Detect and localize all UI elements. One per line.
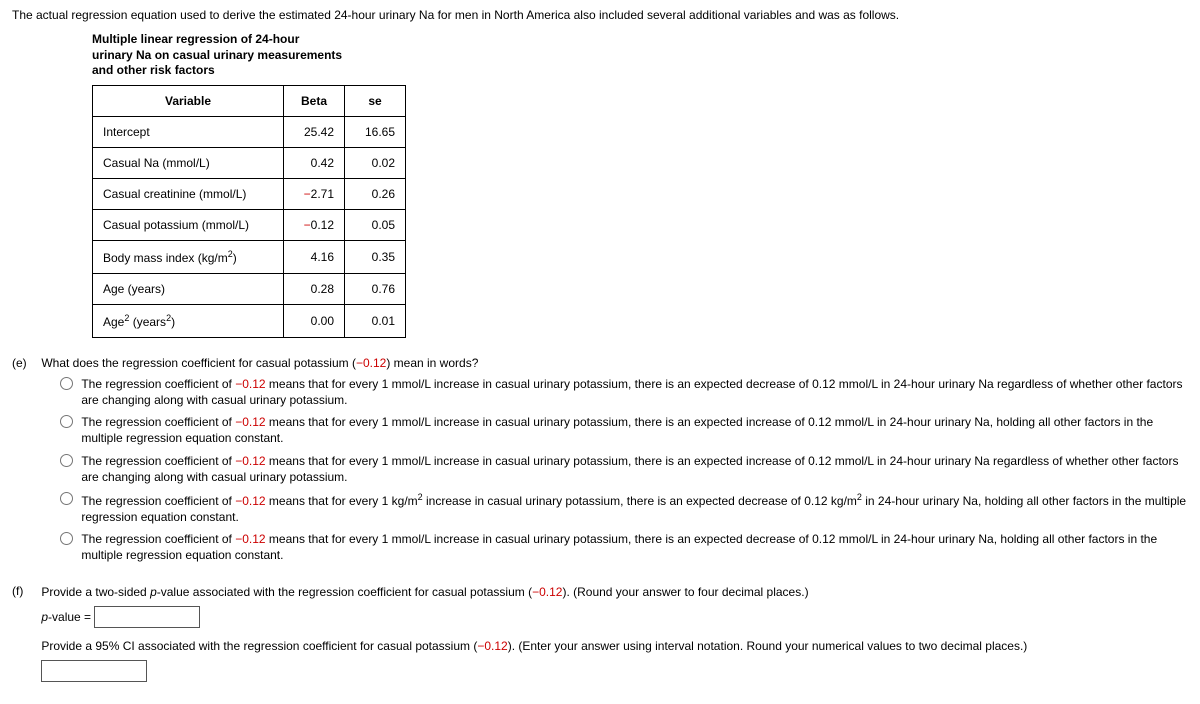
table-row: Age (years)0.280.76 xyxy=(93,273,406,304)
cell-se: 0.76 xyxy=(345,273,406,304)
option-text: The regression coefficient of −0.12 mean… xyxy=(81,414,1187,446)
p-value-line: p-value = xyxy=(41,606,1187,628)
cell-se: 0.02 xyxy=(345,147,406,178)
option-text: The regression coefficient of −0.12 mean… xyxy=(81,376,1187,408)
radio-input[interactable] xyxy=(60,454,73,467)
qe-prompt-post: ) mean in words? xyxy=(386,356,478,370)
option-text: The regression coefficient of −0.12 mean… xyxy=(81,491,1187,525)
table-title: Multiple linear regression of 24-hour ur… xyxy=(92,32,1188,79)
question-e: (e) What does the regression coefficient… xyxy=(12,356,1188,570)
intro-paragraph: The actual regression equation used to d… xyxy=(12,8,1188,22)
cell-variable: Body mass index (kg/m2) xyxy=(93,240,284,273)
question-f-prompt: Provide a two-sided p-value associated w… xyxy=(41,584,1187,600)
question-e-label: (e) xyxy=(12,356,38,370)
table-row: Intercept25.4216.65 xyxy=(93,116,406,147)
qf-prompt-pitalic: p xyxy=(150,585,157,599)
qf-prompt-pre: Provide a two-sided xyxy=(41,585,150,599)
radio-input[interactable] xyxy=(60,377,73,390)
p-value-input[interactable] xyxy=(94,606,200,628)
option-text: The regression coefficient of −0.12 mean… xyxy=(81,453,1187,485)
regression-table: Variable Beta se Intercept25.4216.65Casu… xyxy=(92,85,406,338)
cell-se: 0.05 xyxy=(345,209,406,240)
cell-se: 0.35 xyxy=(345,240,406,273)
cell-beta: −0.12 xyxy=(284,209,345,240)
ci-prompt: Provide a 95% CI associated with the reg… xyxy=(41,638,1187,654)
cell-beta: 0.28 xyxy=(284,273,345,304)
p-value-label-rest: -value = xyxy=(48,610,91,624)
table-title-line-3: and other risk factors xyxy=(92,63,215,77)
radio-option[interactable]: The regression coefficient of −0.12 mean… xyxy=(55,531,1187,563)
question-e-options: The regression coefficient of −0.12 mean… xyxy=(41,376,1187,564)
col-header-beta: Beta xyxy=(284,85,345,116)
cell-se: 0.26 xyxy=(345,178,406,209)
radio-input[interactable] xyxy=(60,492,73,505)
table-row: Casual potassium (mmol/L)−0.120.05 xyxy=(93,209,406,240)
qe-prompt-pre: What does the regression coefficient for… xyxy=(41,356,356,370)
cell-se: 16.65 xyxy=(345,116,406,147)
cell-variable: Casual creatinine (mmol/L) xyxy=(93,178,284,209)
radio-input[interactable] xyxy=(60,415,73,428)
radio-input[interactable] xyxy=(60,532,73,545)
cell-beta: 25.42 xyxy=(284,116,345,147)
table-row: Body mass index (kg/m2)4.160.35 xyxy=(93,240,406,273)
cell-variable: Age2 (years2) xyxy=(93,304,284,337)
col-header-se: se xyxy=(345,85,406,116)
qf-prompt-post: ). (Round your answer to four decimal pl… xyxy=(562,585,808,599)
cell-variable: Casual Na (mmol/L) xyxy=(93,147,284,178)
option-text: The regression coefficient of −0.12 mean… xyxy=(81,531,1187,563)
table-row: Age2 (years2)0.000.01 xyxy=(93,304,406,337)
radio-option[interactable]: The regression coefficient of −0.12 mean… xyxy=(55,376,1187,408)
ci-input[interactable] xyxy=(41,660,147,682)
cell-variable: Age (years) xyxy=(93,273,284,304)
radio-option[interactable]: The regression coefficient of −0.12 mean… xyxy=(55,453,1187,485)
ci-prompt-post: ). (Enter your answer using interval not… xyxy=(508,639,1028,653)
cell-beta: 0.42 xyxy=(284,147,345,178)
cell-se: 0.01 xyxy=(345,304,406,337)
question-e-prompt: What does the regression coefficient for… xyxy=(41,356,478,370)
col-header-variable: Variable xyxy=(93,85,284,116)
cell-variable: Casual potassium (mmol/L) xyxy=(93,209,284,240)
ci-prompt-val: −0.12 xyxy=(477,639,507,653)
qe-prompt-val: −0.12 xyxy=(356,356,386,370)
qf-prompt-mid: -value associated with the regression co… xyxy=(157,585,532,599)
table-header-row: Variable Beta se xyxy=(93,85,406,116)
ci-prompt-pre: Provide a 95% CI associated with the reg… xyxy=(41,639,477,653)
table-row: Casual Na (mmol/L)0.420.02 xyxy=(93,147,406,178)
qf-prompt-val: −0.12 xyxy=(532,585,562,599)
question-f: (f) Provide a two-sided p-value associat… xyxy=(12,584,1188,682)
table-row: Casual creatinine (mmol/L)−2.710.26 xyxy=(93,178,406,209)
radio-option[interactable]: The regression coefficient of −0.12 mean… xyxy=(55,491,1187,525)
cell-beta: 4.16 xyxy=(284,240,345,273)
question-f-label: (f) xyxy=(12,584,38,598)
cell-variable: Intercept xyxy=(93,116,284,147)
cell-beta: 0.00 xyxy=(284,304,345,337)
table-title-line-1: Multiple linear regression of 24-hour xyxy=(92,32,299,46)
ci-line xyxy=(41,660,1187,682)
radio-option[interactable]: The regression coefficient of −0.12 mean… xyxy=(55,414,1187,446)
cell-beta: −2.71 xyxy=(284,178,345,209)
table-title-line-2: urinary Na on casual urinary measurement… xyxy=(92,48,342,62)
